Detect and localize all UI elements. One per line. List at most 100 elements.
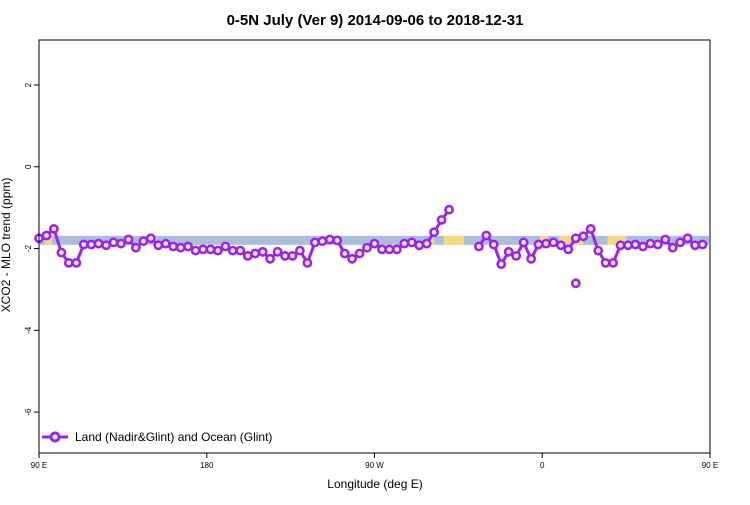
x-tick-label: 0 — [540, 461, 545, 470]
data-point — [324, 234, 335, 245]
data-point — [287, 250, 298, 261]
data-point — [488, 239, 499, 250]
data-point — [548, 237, 559, 248]
data-point — [578, 231, 589, 242]
data-point — [585, 223, 596, 234]
x-tick-label: 90 W — [365, 461, 384, 470]
data-point — [339, 248, 350, 259]
data-point — [294, 245, 305, 256]
data-point — [354, 248, 365, 259]
data-point — [265, 253, 275, 264]
data-point — [436, 214, 447, 225]
data-point — [101, 240, 111, 251]
data-point — [615, 240, 626, 251]
data-point — [503, 246, 514, 257]
data-point — [660, 234, 671, 245]
data-point — [78, 239, 89, 250]
data-point — [317, 236, 328, 247]
data-point — [444, 204, 454, 215]
data-point — [332, 235, 343, 246]
data-point — [697, 239, 708, 250]
chart-title: 0-5N July (Ver 9) 2014-09-06 to 2018-12-… — [227, 12, 524, 29]
land-band-segment — [430, 235, 435, 245]
series-layer — [34, 204, 708, 289]
x-axis: 90 E 180 90 W 0 90 E — [31, 453, 718, 470]
data-point — [675, 237, 686, 248]
data-point — [108, 237, 119, 248]
data-point — [116, 238, 126, 249]
data-point — [235, 245, 246, 256]
data-point — [414, 240, 425, 251]
data-point — [384, 244, 395, 255]
y-tick-label: -2 — [24, 244, 33, 252]
data-point — [421, 238, 432, 249]
data-point — [168, 241, 179, 252]
data-point — [347, 253, 357, 264]
data-point — [541, 238, 551, 249]
land-band-segment — [443, 235, 464, 245]
data-point — [399, 238, 410, 249]
x-axis-label: Longitude (deg E) — [327, 477, 422, 491]
data-point — [518, 237, 529, 248]
data-point — [190, 245, 201, 256]
data-point — [570, 278, 581, 289]
data-point — [496, 259, 507, 269]
data-point — [608, 257, 618, 268]
data-point — [667, 242, 678, 253]
legend-swatch-marker — [49, 431, 61, 443]
data-point — [153, 240, 164, 251]
data-point — [280, 250, 290, 261]
data-point — [175, 242, 186, 253]
land-band-segment — [559, 235, 584, 245]
land-band-segment — [44, 235, 53, 245]
data-point — [257, 246, 268, 257]
y-tick-label: -4 — [24, 326, 33, 334]
data-point — [309, 237, 320, 248]
data-point — [533, 239, 544, 250]
data-point — [563, 244, 574, 255]
data-point — [86, 239, 97, 250]
data-point — [93, 238, 104, 249]
data-point — [526, 253, 536, 264]
data-point — [690, 240, 700, 251]
data-point — [556, 240, 566, 251]
data-point — [71, 257, 82, 268]
data-point — [205, 244, 216, 255]
land-band-segment — [607, 235, 627, 245]
data-point — [123, 234, 134, 245]
data-point — [429, 227, 439, 238]
data-point — [645, 238, 656, 249]
data-point — [220, 241, 231, 252]
data-point — [638, 241, 648, 252]
data-point — [272, 246, 283, 257]
data-point — [160, 238, 171, 249]
data-point — [630, 239, 641, 250]
x-tick-label: 90 E — [702, 461, 718, 470]
data-point — [250, 248, 261, 259]
data-point — [623, 240, 633, 251]
data-point — [481, 230, 492, 241]
data-point — [362, 242, 372, 253]
data-point — [227, 245, 238, 256]
y-tick-label: -6 — [24, 408, 33, 416]
x-tick-label: 90 E — [31, 461, 47, 470]
data-point — [473, 241, 484, 252]
data-point — [600, 257, 611, 268]
data-point — [56, 247, 67, 258]
legend-label: Land (Nadir&Glint) and Ocean (Glint) — [75, 430, 272, 444]
legend: Land (Nadir&Glint) and Ocean (Glint) — [42, 430, 272, 444]
data-point — [212, 245, 223, 256]
data-point — [369, 238, 380, 249]
data-point — [198, 244, 208, 255]
data-point — [130, 242, 141, 253]
x-tick-label: 180 — [200, 461, 214, 470]
y-axis: 2 0 -2 -4 -6 — [24, 82, 39, 416]
y-axis-label: XCO2 - MLO trend (ppm) — [0, 178, 13, 313]
data-point — [593, 245, 604, 256]
data-point — [391, 244, 402, 255]
data-point — [183, 241, 193, 252]
data-point — [511, 250, 522, 261]
data-point — [302, 257, 313, 268]
